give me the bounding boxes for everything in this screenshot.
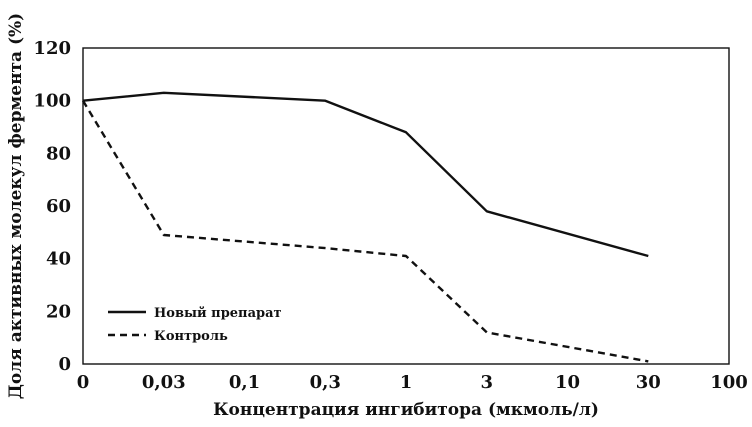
y-tick-label: 20: [46, 301, 71, 322]
y-tick-label: 40: [46, 249, 71, 270]
x-tick-label: 30: [636, 372, 661, 393]
ticks-layer: 0 0,03 0,1 0,3 1 3 10 30 100 0 20 40 60 80 100 120: [33, 38, 747, 393]
y-tick-label: 0: [58, 354, 71, 375]
plot-area-frame: [82, 47, 730, 365]
legend: Новый препарат Контроль: [108, 306, 282, 344]
x-tick-label: 0,03: [142, 372, 186, 393]
x-tick-label: 100: [710, 372, 748, 393]
x-tick-label: 3: [480, 372, 493, 393]
y-tick-label: 100: [33, 91, 71, 112]
y-tick-label: 80: [46, 143, 71, 164]
legend-label-2: Контроль: [154, 329, 228, 344]
x-tick-label: 0: [77, 372, 90, 393]
x-tick-label: 1: [400, 372, 413, 393]
series-line-1: [82, 91, 649, 258]
series-layer: [81, 91, 649, 363]
x-tick-label: 10: [555, 372, 580, 393]
x-tick-label: 0,3: [310, 372, 341, 393]
y-axis-title: Доля активных молекул фермента (%): [6, 13, 26, 399]
y-tick-label: 60: [46, 196, 71, 217]
x-axis-title: Концентрация ингибитора (мкмоль/л): [213, 400, 599, 420]
x-tick-label: 0,1: [229, 372, 260, 393]
y-tick-label: 120: [33, 38, 71, 59]
series-line-2: [81, 100, 649, 363]
legend-label-1: Новый препарат: [154, 306, 282, 321]
